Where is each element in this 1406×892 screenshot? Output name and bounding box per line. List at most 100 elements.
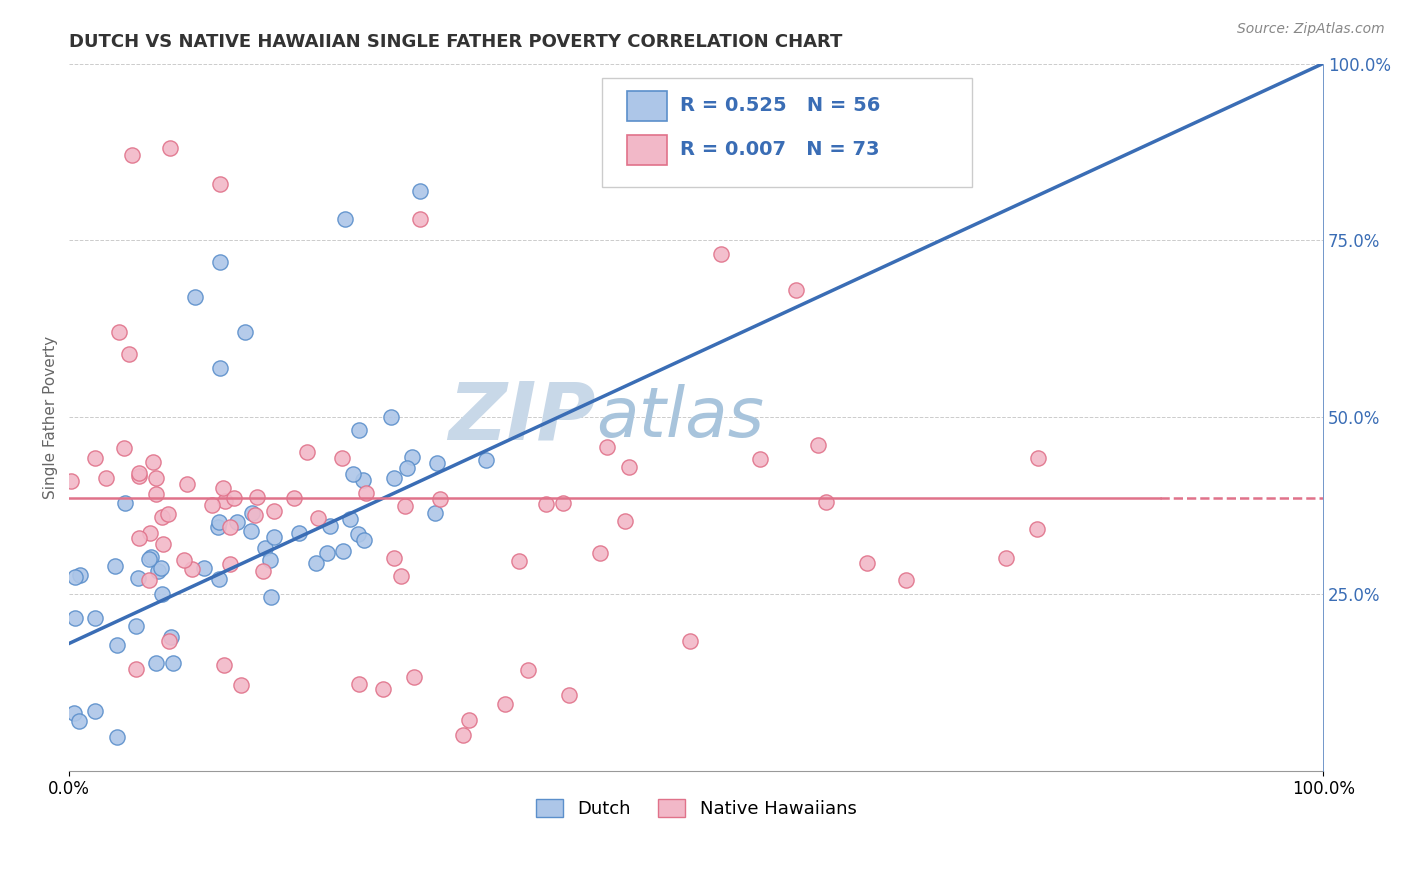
Point: [160, 630, 183, 644]
Point: [263, 530, 285, 544]
Point: [222, 491, 245, 505]
Point: [208, 572, 231, 586]
Point: [118, 347, 141, 361]
Point: [814, 495, 837, 509]
Point: [218, 558, 240, 572]
Point: [214, 494, 236, 508]
Point: [353, 533, 375, 547]
Point: [208, 177, 231, 191]
FancyBboxPatch shape: [627, 135, 668, 165]
Point: [63, 706, 86, 721]
Point: [193, 561, 215, 575]
Point: [404, 670, 426, 684]
Point: [319, 519, 342, 533]
Point: [356, 486, 378, 500]
Point: [371, 682, 394, 697]
Point: [96, 471, 118, 485]
Point: [307, 511, 329, 525]
Point: [423, 506, 446, 520]
Point: [84, 450, 107, 465]
Point: [401, 450, 423, 465]
Text: R = 0.525   N = 56: R = 0.525 N = 56: [681, 96, 880, 115]
Point: [114, 496, 136, 510]
Point: [994, 551, 1017, 566]
Point: [125, 619, 148, 633]
Point: [382, 471, 405, 485]
Point: [260, 590, 283, 604]
Point: [425, 456, 447, 470]
Point: [121, 148, 143, 162]
Point: [84, 611, 107, 625]
Point: [226, 515, 249, 529]
Point: [233, 325, 256, 339]
Point: [212, 658, 235, 673]
Point: [330, 450, 353, 465]
Point: [347, 677, 370, 691]
Point: [240, 506, 263, 520]
Point: [173, 553, 195, 567]
Point: [807, 437, 830, 451]
Point: [304, 556, 326, 570]
Point: [145, 656, 167, 670]
Point: [208, 360, 231, 375]
Point: [347, 527, 370, 541]
Point: [229, 678, 252, 692]
Point: [785, 283, 807, 297]
Point: [128, 469, 150, 483]
Point: [1025, 523, 1047, 537]
Point: [380, 409, 402, 424]
Text: Source: ZipAtlas.com: Source: ZipAtlas.com: [1237, 22, 1385, 37]
Point: [240, 524, 263, 538]
Point: [553, 496, 575, 510]
Point: [252, 565, 274, 579]
Point: [212, 481, 235, 495]
Point: [201, 498, 224, 512]
Point: [139, 550, 162, 565]
Point: [112, 441, 135, 455]
Point: [297, 444, 319, 458]
Point: [517, 663, 540, 677]
Point: [389, 569, 412, 583]
Point: [142, 455, 165, 469]
Point: [458, 713, 481, 727]
Point: [128, 531, 150, 545]
Point: [679, 634, 702, 648]
Point: [152, 537, 174, 551]
Point: [339, 512, 361, 526]
Point: [146, 564, 169, 578]
Point: [208, 254, 231, 268]
Point: [396, 461, 419, 475]
Text: ZIP: ZIP: [449, 378, 596, 456]
Point: [855, 556, 877, 570]
Point: [128, 466, 150, 480]
Point: [145, 471, 167, 485]
Point: [409, 184, 432, 198]
Point: [150, 560, 173, 574]
Point: [894, 574, 917, 588]
Point: [63, 570, 86, 584]
Point: [589, 546, 612, 560]
Point: [162, 656, 184, 670]
Point: [253, 541, 276, 555]
Point: [157, 634, 180, 648]
Point: [263, 504, 285, 518]
Point: [475, 452, 498, 467]
Point: [127, 571, 149, 585]
Point: [207, 520, 229, 534]
Point: [105, 730, 128, 744]
Point: [208, 515, 231, 529]
Point: [451, 728, 474, 742]
Y-axis label: Single Father Poverty: Single Father Poverty: [44, 335, 58, 499]
Point: [617, 459, 640, 474]
Point: [259, 553, 281, 567]
Legend: Dutch, Native Hawaiians: Dutch, Native Hawaiians: [529, 791, 863, 825]
Point: [125, 662, 148, 676]
Point: [59, 475, 82, 489]
Point: [183, 290, 205, 304]
Point: [63, 610, 86, 624]
Point: [181, 562, 204, 576]
Point: [105, 638, 128, 652]
Point: [150, 510, 173, 524]
Point: [176, 476, 198, 491]
Point: [138, 573, 160, 587]
